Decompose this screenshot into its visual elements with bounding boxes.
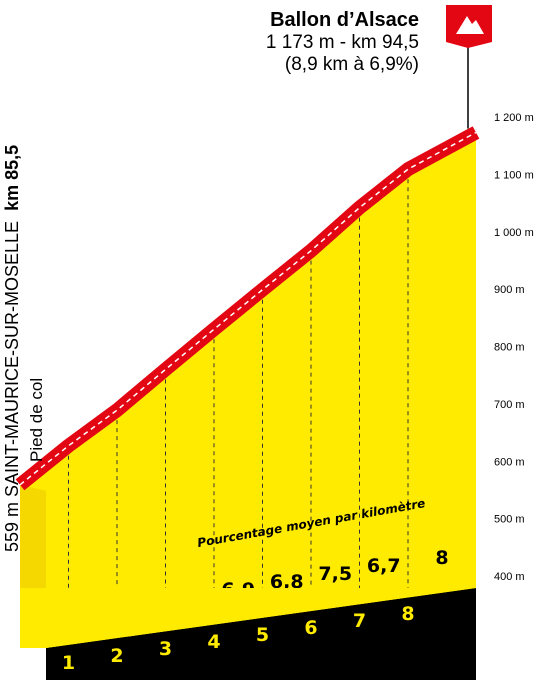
y-tick-label: 600 m [494, 456, 525, 468]
profile-area [20, 132, 476, 588]
y-tick-label: 1 000 m [494, 227, 534, 239]
km-label: 3 [159, 638, 172, 660]
gradient-label: 8 [435, 547, 448, 569]
summit-name: Ballon d’Alsace [266, 8, 419, 32]
km-label: 2 [110, 645, 123, 667]
y-tick-label: 800 m [494, 342, 525, 354]
y-tick-label: 500 m [494, 514, 525, 526]
y-axis-labels: 400 m 500 m 600 m 700 m 800 m 900 m 1 000 m 1 1… [494, 112, 534, 583]
gradient-label: 7,5 [318, 563, 352, 585]
y-tick-label: 1 100 m [494, 169, 534, 181]
km-label: 5 [256, 624, 269, 646]
km-label: 1 [62, 652, 75, 674]
start-label: 559 m SAINT-MAURICE-SUR-MOSELLE km 85,5 … [0, 0, 60, 560]
summit-title-block: Ballon d’Alsace 1 173 m - km 94,5 (8,9 k… [266, 8, 419, 76]
y-tick-label: 900 m [494, 284, 525, 296]
y-tick-label: 1 200 m [494, 112, 534, 124]
summit-flag [446, 5, 492, 128]
start-km: km 85,5 [2, 145, 22, 211]
base-strip [20, 588, 476, 680]
summit-stats: (8,9 km à 6,9%) [266, 54, 419, 76]
gradient-label: 6,7 [367, 555, 401, 577]
y-tick-label: 700 m [494, 399, 525, 411]
y-tick-label: 400 m [494, 571, 525, 583]
profile-fill [20, 132, 476, 588]
summit-altitude: 1 173 m - km 94,5 [266, 32, 419, 54]
km-label: 6 [304, 617, 317, 639]
svg-text:559 m SAINT-MAURICE-SUR-MOSELL: 559 m SAINT-MAURICE-SUR-MOSELLE km 85,5 [2, 145, 22, 552]
start-sub: Pied de col [27, 378, 46, 462]
km-label: 7 [353, 610, 366, 632]
km-label: 4 [207, 631, 220, 653]
start-name: 559 m SAINT-MAURICE-SUR-MOSELLE [2, 221, 22, 552]
km-label: 8 [401, 603, 414, 625]
